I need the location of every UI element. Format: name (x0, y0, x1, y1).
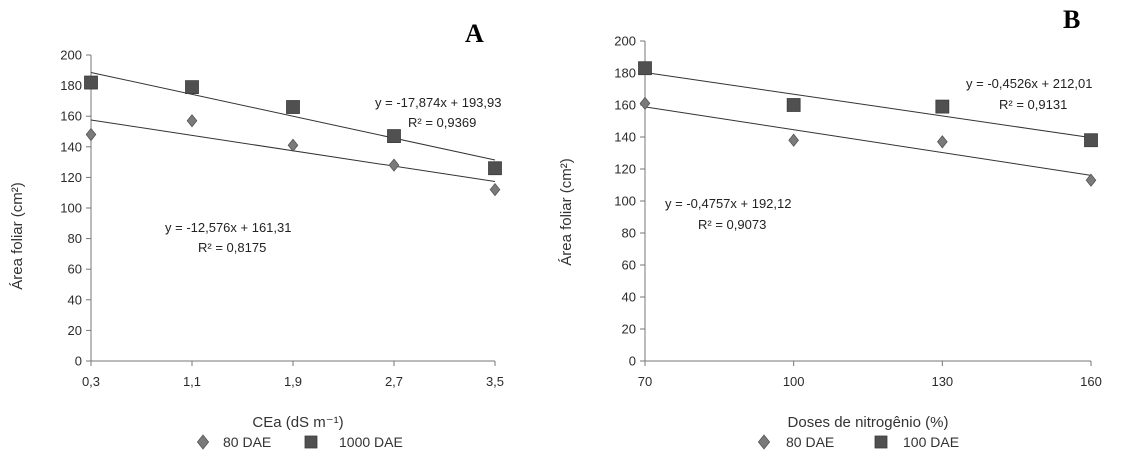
legend-square-icon (874, 435, 888, 449)
x-axis-title: Doses de nitrogênio (%) (788, 414, 949, 431)
legend-label-80-dae: 80 DAE (223, 434, 271, 450)
data-point-80-dae (287, 138, 299, 152)
panel-label: B (1063, 5, 1080, 34)
r-squared-label: R² = 0,9131 (999, 97, 1067, 112)
y-tick-label: 80 (622, 226, 636, 241)
y-tick-label: 40 (622, 290, 636, 305)
x-tick-label: 0,3 (82, 374, 100, 389)
legend-diamond-icon (757, 434, 771, 450)
x-tick-label: 130 (931, 374, 953, 389)
y-tick-label: 20 (622, 322, 636, 337)
legend-diamond-icon (196, 434, 210, 450)
legend: 80 DAE 100 DAE (757, 434, 959, 450)
trendline-late-dae (90, 72, 496, 161)
r-squared-label: R² = 0,8175 (198, 240, 266, 255)
chart-panel-b: B 0 20 40 60 80 100 120 140 160 180 200 70 100 130 160 D… (558, 5, 1102, 450)
data-point-80-dae (788, 133, 799, 147)
r-squared-label: R² = 0,9369 (408, 115, 476, 130)
y-tick-label: 80 (68, 231, 82, 246)
data-point-late-dae (786, 98, 801, 112)
y-tick-label: 140 (60, 139, 82, 154)
data-point-late-dae (935, 99, 950, 114)
panel-label: A (465, 19, 484, 48)
y-tick-label: 120 (614, 162, 636, 177)
data-point-80-dae (639, 96, 651, 111)
x-tick-label: 2,7 (385, 374, 403, 389)
data-point-80-dae (489, 182, 501, 197)
y-tick-label: 40 (68, 292, 82, 307)
data-point-80-dae (1085, 173, 1097, 187)
regression-equation: y = -12,576x + 161,31 (165, 220, 291, 235)
legend-label-late-dae: 100 DAE (903, 434, 959, 450)
x-tick-label: 70 (638, 374, 652, 389)
data-point-late-dae (286, 100, 300, 114)
x-tick-label: 1,9 (284, 374, 302, 389)
regression-equation: y = -0,4526x + 212,01 (966, 76, 1092, 91)
x-tick-label: 160 (1080, 374, 1102, 389)
legend-label-late-dae: 1000 DAE (339, 434, 403, 450)
data-point-late-dae (1084, 133, 1098, 148)
y-tick-label: 160 (614, 98, 636, 113)
data-point-late-dae (387, 129, 401, 143)
x-axis-title: CEa (dS m⁻¹) (252, 414, 343, 431)
r-squared-label: R² = 0,9073 (698, 217, 766, 232)
x-tick-label: 3,5 (486, 374, 504, 389)
data-point-late-dae (638, 61, 652, 76)
y-axis-title: Área foliar (cm²) (9, 182, 26, 290)
y-tick-label: 180 (60, 78, 82, 93)
data-point-80-dae (937, 135, 948, 149)
data-point-80-dae (186, 114, 198, 128)
y-axis-title: Área foliar (cm²) (558, 158, 575, 266)
regression-equation: y = -17,874x + 193,93 (375, 95, 501, 110)
y-tick-label: 100 (60, 201, 82, 216)
y-tick-label: 60 (68, 262, 82, 277)
data-point-late-dae (84, 75, 98, 90)
y-tick-label: 140 (614, 130, 636, 145)
y-tick-label: 20 (68, 323, 82, 338)
legend-label-80-dae: 80 DAE (786, 434, 834, 450)
y-tick-label: 160 (60, 109, 82, 124)
data-point-80-dae (388, 158, 400, 172)
data-point-late-dae (185, 80, 199, 95)
y-tick-label: 200 (614, 34, 636, 49)
y-tick-label: 200 (60, 48, 82, 63)
regression-equation: y = -0,4757x + 192,12 (665, 196, 791, 211)
chart-panel-a: A 0 20 40 60 80 100 120 140 160 180 200 0,3 1,1 1,9 2,7… (9, 19, 504, 450)
x-tick-label: 100 (783, 374, 805, 389)
legend: 80 DAE 1000 DAE (196, 434, 403, 450)
y-tick-label: 180 (614, 66, 636, 81)
data-point-late-dae (488, 161, 502, 176)
trendline-late-dae (644, 71, 1092, 139)
data-point-80-dae (85, 127, 97, 142)
y-tick-label: 60 (622, 258, 636, 273)
y-tick-label: 0 (629, 354, 636, 369)
legend-square-icon (304, 435, 318, 449)
y-tick-label: 100 (614, 194, 636, 209)
trendline-80-dae (644, 106, 1092, 176)
y-tick-label: 120 (60, 170, 82, 185)
x-tick-label: 1,1 (183, 374, 201, 389)
y-tick-label: 0 (75, 354, 82, 369)
